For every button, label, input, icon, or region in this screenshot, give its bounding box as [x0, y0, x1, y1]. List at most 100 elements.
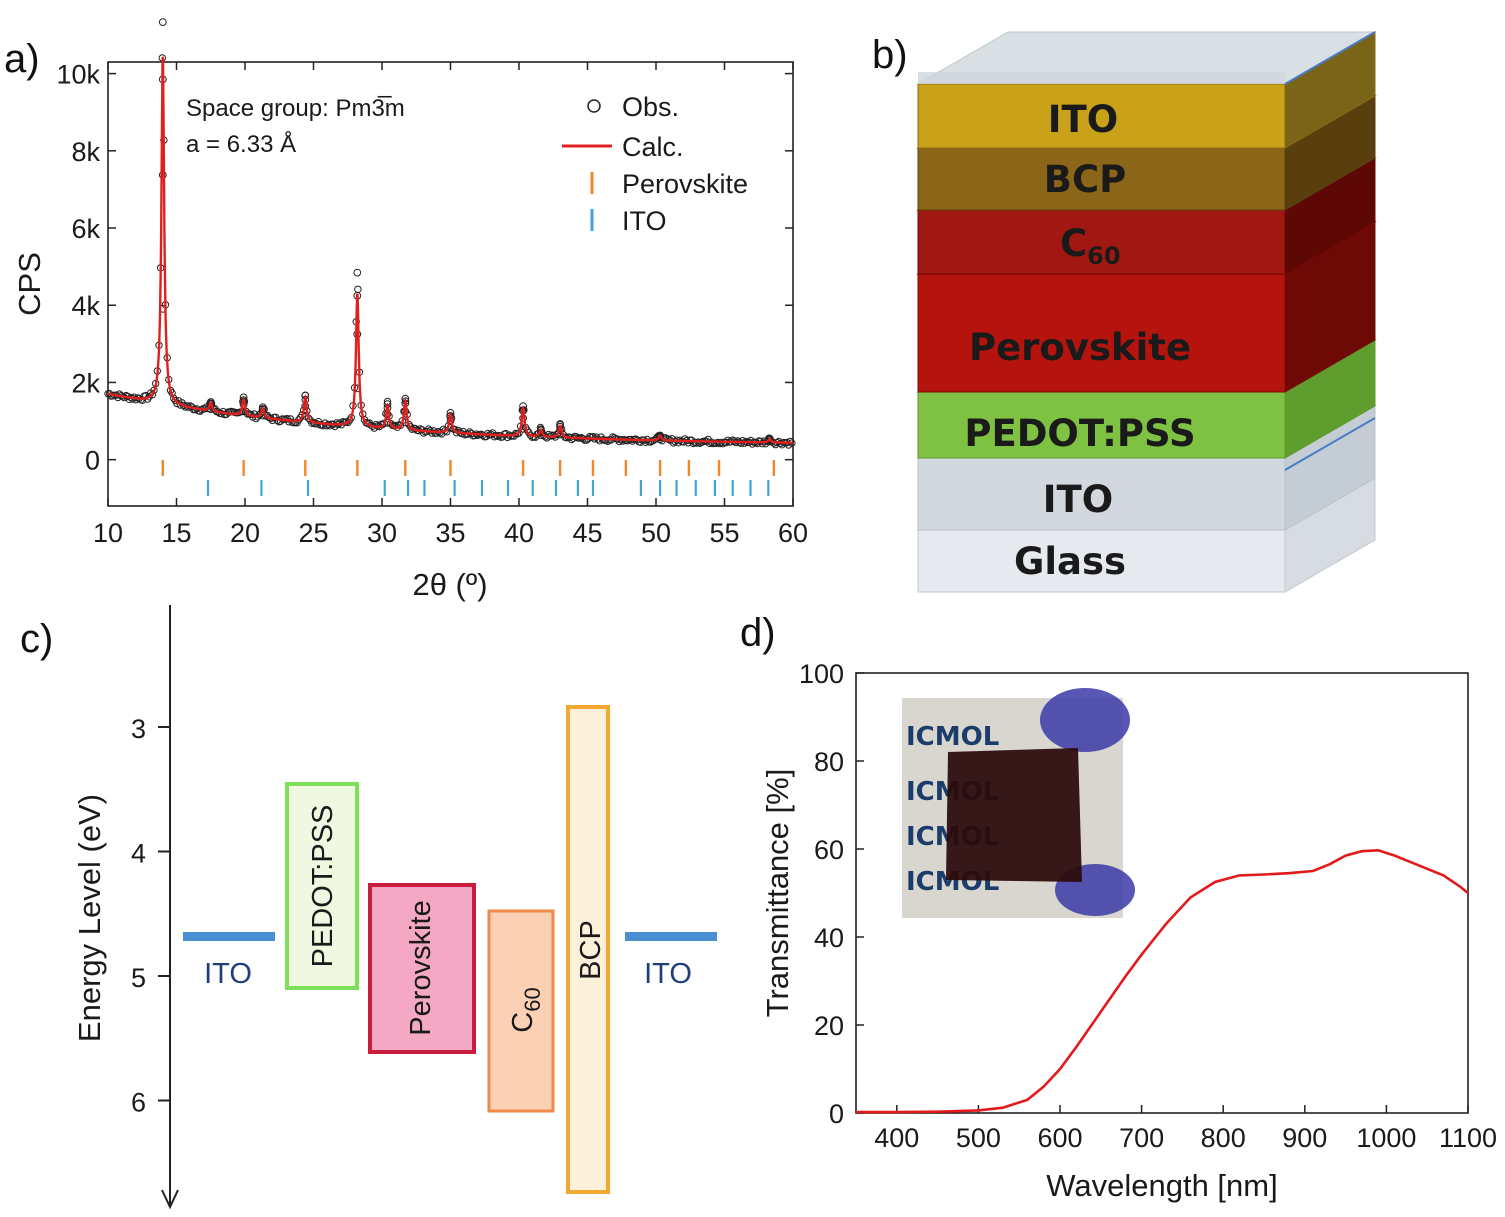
xrd-obs-point [786, 437, 794, 446]
xrd-bragg-ticks [161, 460, 776, 496]
pedot-layer-front [917, 391, 1286, 459]
trans-y-tick-label: 60 [814, 835, 844, 865]
transmittance-series [856, 848, 1469, 1114]
xrd-x-tick-label: 35 [435, 518, 465, 548]
xrd-x-tick-label: 45 [572, 518, 602, 548]
xrd-lattice-text: a = 6.33 Å [186, 130, 296, 158]
xrd-observed-series [104, 18, 796, 449]
xrd-y-tick-label: 6k [71, 214, 100, 244]
xrd-y-tick-label: 10k [56, 60, 100, 90]
xrd-obs-point [326, 422, 334, 430]
ito-top-edge-highlight [1284, 31, 1376, 85]
glass-layer-label: Glass [1014, 540, 1126, 583]
panel-c-label: c) [20, 617, 53, 661]
glass-layer-front [917, 529, 1286, 593]
ito-left-level [183, 932, 275, 941]
energy-axis-arrowhead [161, 1189, 179, 1210]
trans-y-tick-label: 20 [814, 1011, 844, 1041]
pedot-layer-label: PEDOT:PSS [964, 412, 1195, 455]
xrd-y-tick-label: 4k [71, 291, 100, 321]
xrd-calculated-series [107, 56, 793, 444]
bcp-layer-front [917, 147, 1286, 211]
pedot-band-label: PEDOT:PSS [307, 805, 339, 968]
perovskite-layer-front [917, 273, 1286, 393]
panel-b-device-stack: b) Glass ITO PEDOT:PSS Perovskite C60 BC… [872, 31, 1377, 593]
xrd-x-tick-label: 55 [709, 518, 739, 548]
trans-y-tick-label: 80 [814, 747, 844, 777]
xrd-y-tick-label: 2k [71, 368, 100, 398]
trans-y-axis-title: Transmittance [%] [760, 769, 795, 1018]
xrd-x-axis-title: 2θ (º) [412, 567, 487, 602]
inset-photo: ICMOL ICMOL ICMOL ICMOL [902, 688, 1135, 918]
ito-right-level [625, 932, 717, 941]
energy-tick-label: 4 [131, 839, 146, 869]
ito-bottom-edge-highlight [1284, 417, 1376, 471]
pedot-band-box [285, 782, 359, 990]
xrd-obs-peak-point [353, 268, 362, 277]
trans-x-tick-label: 900 [1282, 1123, 1327, 1153]
trans-x-tick-label: 1000 [1356, 1123, 1416, 1153]
trans-x-tick-label: 800 [1201, 1123, 1246, 1153]
trans-x-axis-title: Wavelength [nm] [1046, 1168, 1277, 1203]
inset-glove-top [1040, 688, 1130, 752]
bcp-band-label: BCP [575, 920, 607, 980]
legend-ito-label: ITO [622, 206, 667, 236]
panel-b-label: b) [872, 33, 908, 77]
xrd-obs-point [148, 391, 157, 399]
c60-band-label: C60 [507, 987, 545, 1032]
panel-a-label: a) [4, 37, 40, 81]
energy-tick-label: 6 [131, 1088, 146, 1118]
xrd-obs-point [378, 420, 387, 429]
bcp-layer-label: BCP [1044, 158, 1126, 201]
xrd-x-tick-label: 20 [230, 518, 260, 548]
inset-text-a: ICMOL [906, 722, 999, 752]
trans-x-tick-label: 1100 [1439, 1123, 1497, 1153]
ito-top-glass-rim [918, 72, 1285, 84]
trans-y-tick-label: 0 [829, 1099, 844, 1129]
c60-layer-front [917, 209, 1286, 275]
c60-band-box [487, 909, 555, 1113]
inset-device-sample [946, 748, 1082, 882]
xrd-x-tick-label: 40 [504, 518, 534, 548]
xrd-obs-point [748, 440, 757, 448]
perovskite-band-label: Perovskite [405, 900, 437, 1035]
xrd-legend: Obs. Calc. Perovskite ITO [562, 92, 748, 236]
energy-axis-ticks: 3 4 5 6 [131, 714, 170, 1118]
xrd-obs-point [433, 429, 441, 437]
legend-obs-label: Obs. [622, 92, 679, 122]
ito-left-label: ITO [204, 958, 252, 990]
xrd-obs-peak-point [656, 431, 664, 440]
xrd-plot-frame [107, 61, 794, 507]
xrd-obs-peak-point [158, 18, 167, 27]
ito-top-layer-front [917, 83, 1286, 149]
xrd-y-tick-label: 0 [85, 446, 100, 476]
trans-x-tick-label: 600 [1037, 1123, 1082, 1153]
xrd-x-tick-label: 15 [161, 518, 191, 548]
ito-bottom-layer-front [917, 457, 1286, 531]
xrd-x-tick-label: 60 [778, 518, 808, 548]
xrd-x-tick-label: 50 [641, 518, 671, 548]
ito-bottom-layer-label: ITO [1043, 478, 1113, 521]
energy-tick-label: 5 [131, 963, 146, 993]
xrd-x-tick-label: 25 [298, 518, 328, 548]
perovskite-band-box [368, 883, 476, 1054]
xrd-space-group-text: Space group: Pm3̅m [186, 95, 405, 122]
trans-y-tick-label: 40 [814, 923, 844, 953]
panel-d-label: d) [740, 611, 776, 655]
xrd-x-tick-label: 10 [93, 518, 123, 548]
energy-y-axis-title: Energy Level (eV) [72, 794, 107, 1042]
trans-x-tick-label: 500 [956, 1123, 1001, 1153]
xrd-obs-peak-point [537, 425, 545, 434]
panel-d-transmittance: d) 400 500 600 700 800 900 1000 1100 0 20 40 60 80 10… [740, 611, 1497, 1203]
legend-perovskite-label: Perovskite [622, 169, 748, 199]
bcp-band-box [566, 705, 610, 1194]
ito-right-label: ITO [644, 958, 692, 990]
xrd-y-axis-title: CPS [12, 252, 47, 316]
trans-x-tick-label: 400 [874, 1123, 919, 1153]
xrd-y-tick-label: 8k [71, 137, 100, 167]
xrd-x-tick-label: 30 [367, 518, 397, 548]
trans-y-tick-label: 100 [799, 659, 844, 689]
xrd-obs-peak-point [765, 434, 774, 443]
